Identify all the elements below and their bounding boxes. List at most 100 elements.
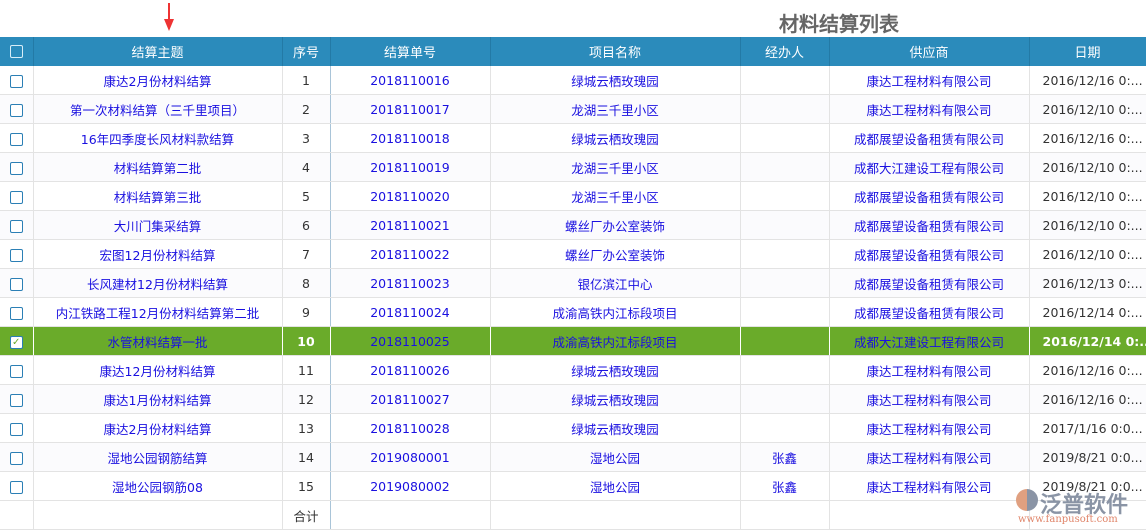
- row-checkbox[interactable]: [0, 152, 34, 182]
- col-header-seq[interactable]: 序号: [282, 37, 331, 66]
- cell-subject[interactable]: 内江铁路工程12月份材料结算第二批: [33, 297, 283, 327]
- cell-handler[interactable]: [740, 94, 830, 124]
- table-row[interactable]: 康达2月份材料结算 13 2018110028 绿城云栖玫瑰园 康达工程材料有限公司 20…: [0, 413, 1146, 443]
- table-row[interactable]: 康达2月份材料结算 1 2018110016 绿城云栖玫瑰园 康达工程材料有限公司 201…: [0, 66, 1146, 95]
- cell-subject[interactable]: 康达12月份材料结算: [33, 355, 283, 385]
- row-checkbox[interactable]: [0, 268, 34, 298]
- row-checkbox[interactable]: [0, 413, 34, 443]
- cell-handler[interactable]: [740, 181, 830, 211]
- cell-subject[interactable]: 材料结算第二批: [33, 152, 283, 182]
- cell-supplier[interactable]: 康达工程材料有限公司: [829, 355, 1030, 385]
- col-header-supplier[interactable]: 供应商: [829, 37, 1030, 66]
- col-header-number[interactable]: 结算单号: [330, 37, 491, 66]
- cell-handler[interactable]: [740, 123, 830, 153]
- cell-supplier[interactable]: 成都大江建设工程有限公司: [829, 152, 1030, 182]
- cell-handler[interactable]: [740, 413, 830, 443]
- cell-project[interactable]: 成渝高铁内江标段项目: [490, 297, 741, 327]
- cell-handler[interactable]: 张鑫: [740, 471, 830, 501]
- cell-subject[interactable]: 水管材料结算一批: [33, 326, 283, 356]
- row-checkbox[interactable]: ✓: [0, 326, 34, 356]
- cell-number[interactable]: 2018110020: [330, 181, 491, 211]
- col-header-project[interactable]: 项目名称: [490, 37, 741, 66]
- cell-subject[interactable]: 湿地公园钢筋结算: [33, 442, 283, 472]
- cell-subject[interactable]: 大川门集采结算: [33, 210, 283, 240]
- row-checkbox[interactable]: [0, 442, 34, 472]
- col-header-handler[interactable]: 经办人: [740, 37, 830, 66]
- table-row[interactable]: 康达1月份材料结算 12 2018110027 绿城云栖玫瑰园 康达工程材料有限公司 20…: [0, 384, 1146, 414]
- cell-handler[interactable]: [740, 384, 830, 414]
- row-checkbox[interactable]: [0, 181, 34, 211]
- cell-number[interactable]: 2018110024: [330, 297, 491, 327]
- cell-project[interactable]: 绿城云栖玫瑰园: [490, 123, 741, 153]
- cell-supplier[interactable]: 成都展望设备租赁有限公司: [829, 268, 1030, 298]
- cell-handler[interactable]: [740, 152, 830, 182]
- cell-supplier[interactable]: 康达工程材料有限公司: [829, 413, 1030, 443]
- cell-subject[interactable]: 康达1月份材料结算: [33, 384, 283, 414]
- row-checkbox[interactable]: [0, 384, 34, 414]
- cell-supplier[interactable]: 成都展望设备租赁有限公司: [829, 181, 1030, 211]
- cell-project[interactable]: 螺丝厂办公室装饰: [490, 210, 741, 240]
- col-header-subject[interactable]: 结算主题: [33, 37, 283, 66]
- table-row[interactable]: 16年四季度长风材料款结算 3 2018110018 绿城云栖玫瑰园 成都展望设备租赁有…: [0, 123, 1146, 153]
- cell-number[interactable]: 2018110022: [330, 239, 491, 269]
- cell-project[interactable]: 湿地公园: [490, 471, 741, 501]
- cell-supplier[interactable]: 成都展望设备租赁有限公司: [829, 123, 1030, 153]
- table-row[interactable]: 湿地公园钢筋08 15 2019080002 湿地公园 张鑫 康达工程材料有限公司 2019…: [0, 471, 1146, 501]
- table-row[interactable]: 大川门集采结算 6 2018110021 螺丝厂办公室装饰 成都展望设备租赁有限公司 20…: [0, 210, 1146, 240]
- cell-number[interactable]: 2018110016: [330, 66, 491, 95]
- cell-project[interactable]: 绿城云栖玫瑰园: [490, 384, 741, 414]
- row-checkbox[interactable]: [0, 297, 34, 327]
- table-row[interactable]: 湿地公园钢筋结算 14 2019080001 湿地公园 张鑫 康达工程材料有限公司 2019…: [0, 442, 1146, 472]
- cell-handler[interactable]: [740, 355, 830, 385]
- row-checkbox[interactable]: [0, 123, 34, 153]
- select-all-checkbox[interactable]: [0, 37, 34, 66]
- cell-project[interactable]: 螺丝厂办公室装饰: [490, 239, 741, 269]
- cell-supplier[interactable]: 成都展望设备租赁有限公司: [829, 297, 1030, 327]
- cell-handler[interactable]: [740, 297, 830, 327]
- cell-supplier[interactable]: 成都展望设备租赁有限公司: [829, 210, 1030, 240]
- row-checkbox[interactable]: [0, 94, 34, 124]
- table-row[interactable]: 材料结算第二批 4 2018110019 龙湖三千里小区 成都大江建设工程有限公司 201…: [0, 152, 1146, 182]
- cell-project[interactable]: 龙湖三千里小区: [490, 152, 741, 182]
- cell-supplier[interactable]: 康达工程材料有限公司: [829, 384, 1030, 414]
- table-row[interactable]: 长风建材12月份材料结算 8 2018110023 银亿滨江中心 成都展望设备租赁有限公…: [0, 268, 1146, 298]
- table-row[interactable]: 康达12月份材料结算 11 2018110026 绿城云栖玫瑰园 康达工程材料有限公司 2…: [0, 355, 1146, 385]
- cell-subject[interactable]: 材料结算第三批: [33, 181, 283, 211]
- cell-subject[interactable]: 长风建材12月份材料结算: [33, 268, 283, 298]
- cell-subject[interactable]: 康达2月份材料结算: [33, 66, 283, 95]
- table-row[interactable]: 内江铁路工程12月份材料结算第二批 9 2018110024 成渝高铁内江标段项目 成都…: [0, 297, 1146, 327]
- cell-supplier[interactable]: 康达工程材料有限公司: [829, 442, 1030, 472]
- cell-handler[interactable]: [740, 326, 830, 356]
- cell-number[interactable]: 2019080001: [330, 442, 491, 472]
- cell-project[interactable]: 绿城云栖玫瑰园: [490, 355, 741, 385]
- cell-subject[interactable]: 康达2月份材料结算: [33, 413, 283, 443]
- table-row[interactable]: 材料结算第三批 5 2018110020 龙湖三千里小区 成都展望设备租赁有限公司 201…: [0, 181, 1146, 211]
- cell-project[interactable]: 成渝高铁内江标段项目: [490, 326, 741, 356]
- row-checkbox[interactable]: [0, 355, 34, 385]
- cell-number[interactable]: 2018110017: [330, 94, 491, 124]
- cell-number[interactable]: 2018110018: [330, 123, 491, 153]
- cell-number[interactable]: 2018110023: [330, 268, 491, 298]
- table-row[interactable]: 第一次材料结算（三千里项目） 2 2018110017 龙湖三千里小区 康达工程材料有限…: [0, 94, 1146, 124]
- cell-subject[interactable]: 宏图12月份材料结算: [33, 239, 283, 269]
- cell-supplier[interactable]: 成都展望设备租赁有限公司: [829, 239, 1030, 269]
- cell-number[interactable]: 2018110026: [330, 355, 491, 385]
- row-checkbox[interactable]: [0, 239, 34, 269]
- col-header-date[interactable]: 日期: [1029, 37, 1146, 66]
- row-checkbox[interactable]: [0, 471, 34, 501]
- cell-number[interactable]: 2018110019: [330, 152, 491, 182]
- row-checkbox[interactable]: [0, 66, 34, 95]
- cell-handler[interactable]: [740, 239, 830, 269]
- cell-handler[interactable]: [740, 66, 830, 95]
- cell-number[interactable]: 2018110028: [330, 413, 491, 443]
- cell-project[interactable]: 湿地公园: [490, 442, 741, 472]
- cell-subject[interactable]: 湿地公园钢筋08: [33, 471, 283, 501]
- cell-subject[interactable]: 第一次材料结算（三千里项目）: [33, 94, 283, 124]
- cell-project[interactable]: 龙湖三千里小区: [490, 94, 741, 124]
- cell-handler[interactable]: 张鑫: [740, 442, 830, 472]
- table-row[interactable]: ✓ 水管材料结算一批 10 2018110025 成渝高铁内江标段项目 成都大江建设工程有…: [0, 326, 1146, 356]
- cell-handler[interactable]: [740, 210, 830, 240]
- cell-number[interactable]: 2019080002: [330, 471, 491, 501]
- row-checkbox[interactable]: [0, 210, 34, 240]
- cell-supplier[interactable]: 康达工程材料有限公司: [829, 94, 1030, 124]
